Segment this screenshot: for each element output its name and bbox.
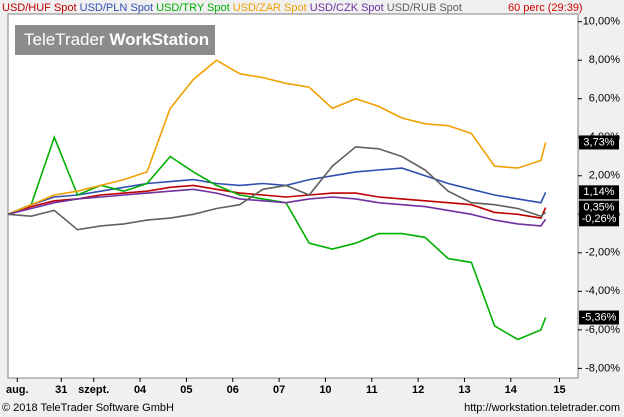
footer-right: http://workstation.teletrader.com <box>464 402 620 414</box>
y-tick-label: -4,00% <box>585 285 620 297</box>
value-label: -5,36% <box>582 311 617 323</box>
legend-entry: USD/HUF Spot <box>2 2 77 14</box>
legend: USD/HUF Spot USD/PLN Spot USD/TRY Spot U… <box>2 2 462 14</box>
footer-left: © 2018 TeleTrader Software GmbH <box>2 402 174 414</box>
value-label-box <box>579 185 619 200</box>
series-line <box>7 59 547 216</box>
x-tick-label: 07 <box>273 384 285 396</box>
x-tick-label: 06 <box>227 384 239 396</box>
watermark: TeleTrader WorkStation <box>24 30 209 49</box>
value-label: 0,35% <box>583 201 614 213</box>
y-tick-label: -8,00% <box>585 362 620 374</box>
x-tick-label: szept. <box>78 384 109 396</box>
y-tick-label: 2,00% <box>589 170 620 182</box>
x-tick-label: 11 <box>366 384 378 396</box>
series-line <box>7 184 547 219</box>
legend-entry: USD/PLN Spot <box>80 2 153 14</box>
value-label-box <box>579 135 619 150</box>
series-line <box>7 146 547 231</box>
series-line <box>7 188 547 227</box>
x-tick-label: 05 <box>180 384 192 396</box>
watermark-box <box>15 25 215 55</box>
y-tick-label: 10,00% <box>583 16 621 28</box>
value-label: 1,14% <box>583 186 614 198</box>
x-tick-label: 14 <box>505 384 518 396</box>
legend-entry: USD/RUB Spot <box>387 2 462 14</box>
timeframe-label: 60 perc (29:39) <box>508 2 583 14</box>
legend-entry: USD/CZK Spot <box>310 2 384 14</box>
y-tick-label: 8,00% <box>589 54 620 66</box>
x-tick-label: 13 <box>458 384 470 396</box>
legend-entry: USD/ZAR Spot <box>233 2 307 14</box>
y-tick-label: -2,00% <box>585 247 620 259</box>
value-label-box <box>579 310 619 325</box>
x-tick-label: aug. <box>6 384 29 396</box>
x-tick-label: 10 <box>319 384 331 396</box>
x-tick-label: 12 <box>412 384 424 396</box>
x-tick-label: 15 <box>553 384 565 396</box>
y-tick-label: 6,00% <box>589 93 620 105</box>
value-label: 3,73% <box>583 136 614 148</box>
x-tick-label: 31 <box>55 384 67 396</box>
x-tick-label: 04 <box>134 384 147 396</box>
value-label-box <box>579 212 619 227</box>
value-label-box <box>579 200 619 215</box>
legend-entry: USD/TRY Spot <box>156 2 230 14</box>
y-tick-label: -6,00% <box>585 324 620 336</box>
value-label: -0,26% <box>582 213 617 225</box>
